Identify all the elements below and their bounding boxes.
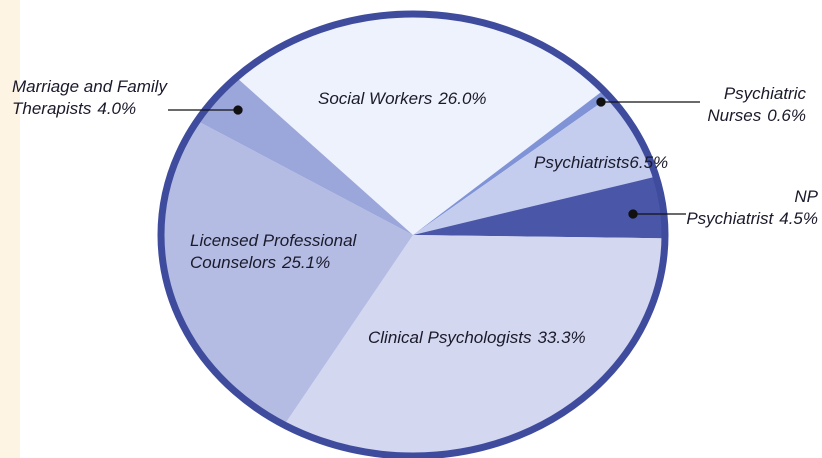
category-label: Psychiatrists <box>534 153 630 172</box>
pie-slice <box>413 90 610 235</box>
leader-lines <box>168 97 700 219</box>
leader-dot <box>233 105 243 115</box>
pie-slice <box>413 96 657 236</box>
pie-border <box>157 10 669 458</box>
pie <box>160 13 666 456</box>
pie-slice <box>160 120 413 425</box>
category-label: Marriage and Family Therapists <box>12 77 167 118</box>
pie-slice <box>413 176 666 239</box>
background-strip <box>0 0 20 458</box>
value-label: 6.5% <box>629 153 669 172</box>
pie-slice <box>236 13 604 235</box>
value-label: 4.0% <box>97 99 137 118</box>
category-label: Social Workers <box>318 89 433 108</box>
pie-slice <box>197 77 413 236</box>
slice-label: Psychiatrists6.5% <box>534 152 668 174</box>
category-label: NP Psychiatrist <box>686 187 818 228</box>
leader-dot <box>628 209 638 219</box>
category-label: Clinical Psychologists <box>368 328 532 347</box>
value-label: 0.6% <box>767 106 806 125</box>
leader-dot <box>596 97 606 107</box>
pie-slice <box>284 235 665 456</box>
value-label: 25.1% <box>282 253 331 272</box>
slice-label: NP Psychiatrist 4.5% <box>680 186 818 230</box>
value-label: 26.0% <box>438 89 487 108</box>
value-label: 33.3% <box>537 328 586 347</box>
slice-label: Marriage and Family Therapists 4.0% <box>12 76 190 120</box>
category-label: Licensed Professional Counselors <box>190 231 357 272</box>
slice-label: Social Workers 26.0% <box>318 88 487 110</box>
slice-label: Psychiatric Nurses 0.6% <box>700 83 806 127</box>
value-label: 4.5% <box>779 209 818 228</box>
slice-label: Licensed Professional Counselors 25.1% <box>190 230 386 274</box>
category-label: Psychiatric Nurses <box>707 84 806 125</box>
slice-label: Clinical Psychologists 33.3% <box>368 327 586 349</box>
